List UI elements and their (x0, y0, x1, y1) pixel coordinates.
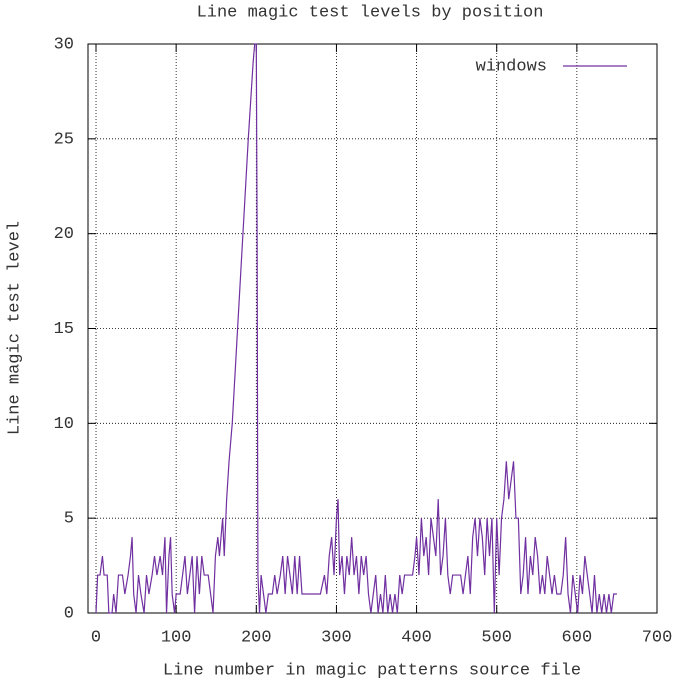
x-tick-label: 400 (401, 628, 432, 647)
plot-border (87, 43, 658, 614)
x-tick-label: 0 (91, 628, 101, 647)
y-tick-label: 0 (64, 604, 74, 623)
x-tick-label: 700 (642, 628, 673, 647)
chart-title: Line magic test levels by position (197, 3, 544, 22)
x-tick-label: 600 (562, 628, 593, 647)
y-axis-label: Line magic test level (5, 221, 24, 435)
y-tick-label: 20 (54, 225, 74, 244)
x-tick-label: 100 (161, 628, 192, 647)
x-tick-label: 300 (321, 628, 352, 647)
x-tick-label: 500 (481, 628, 512, 647)
y-tick-label: 5 (64, 510, 74, 529)
y-tick-label: 10 (54, 415, 74, 434)
y-tick-label: 30 (54, 35, 74, 54)
legend-label: windows (476, 57, 547, 76)
y-tick-label: 25 (54, 130, 74, 149)
y-tick-label: 15 (54, 320, 74, 339)
data-line (95, 43, 617, 614)
x-tick-label: 200 (241, 628, 272, 647)
x-axis-label: Line number in magic patterns source fil… (163, 661, 581, 680)
